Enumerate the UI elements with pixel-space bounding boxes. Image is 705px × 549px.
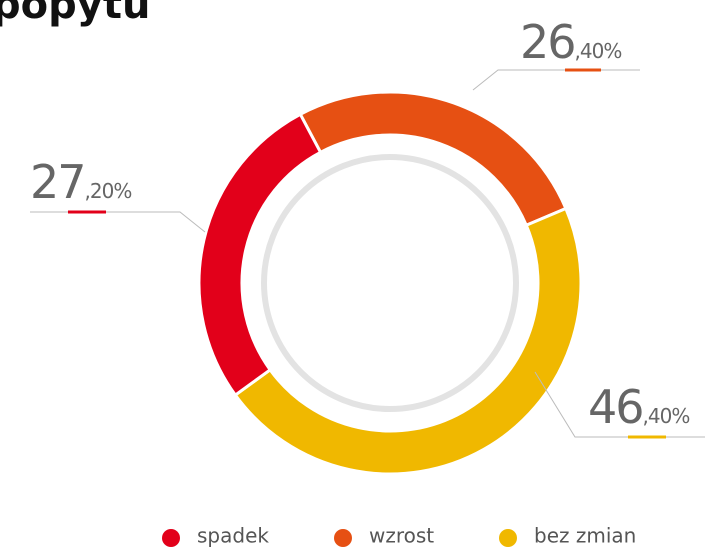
legend-label: wzrost [369,524,434,548]
inner-ring [261,154,519,412]
donut-segment [233,206,583,476]
legend-swatch [162,529,180,547]
legend-label: bez zmian [534,524,636,548]
leader-line [472,69,640,91]
legend-label: spadek [197,524,269,548]
data-label: 27,20% [30,155,131,209]
chart-title: popytu [0,0,150,28]
leader-line [30,211,206,233]
donut-segment [197,112,323,398]
legend-swatch [334,529,352,547]
donut-segment [298,90,568,228]
data-label: 46,40% [588,380,689,434]
data-label: 26,40% [520,15,621,69]
legend-swatch [499,529,517,547]
